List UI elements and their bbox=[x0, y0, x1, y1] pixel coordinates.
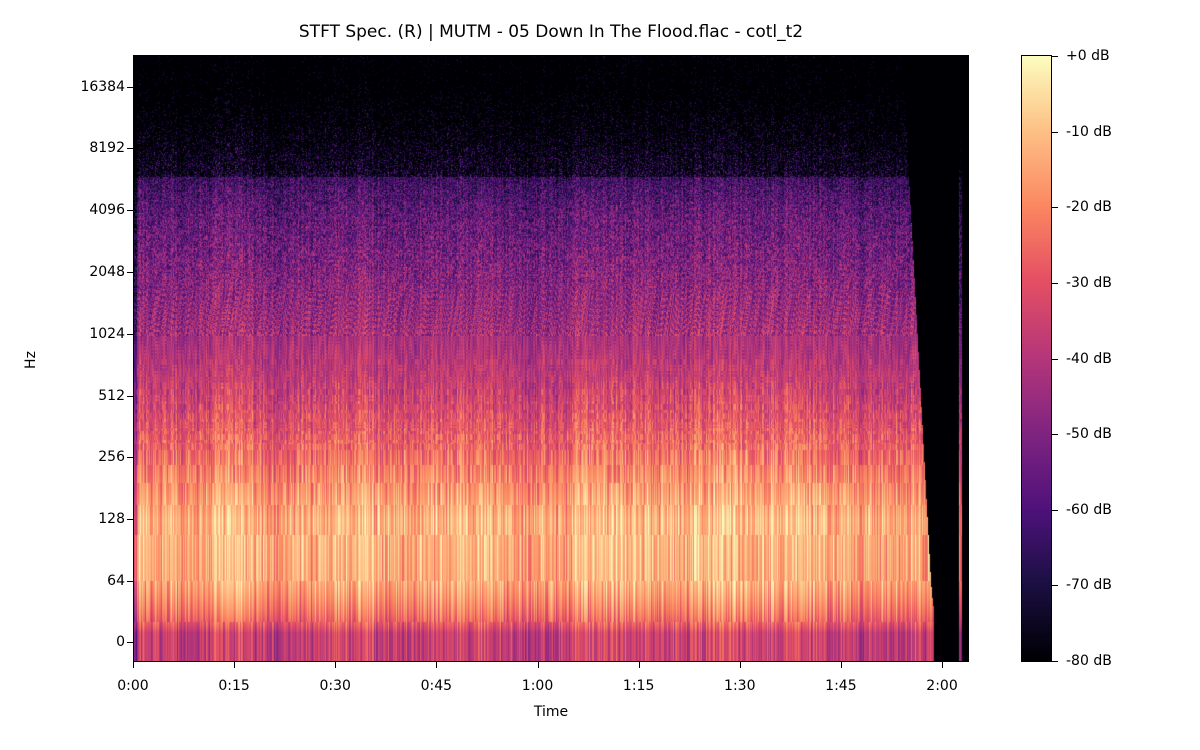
y-axis-label: Hz bbox=[22, 351, 39, 369]
y-tick-label: 0 bbox=[116, 634, 125, 650]
x-tick-label: 2:00 bbox=[926, 678, 958, 694]
y-tick-mark bbox=[127, 581, 133, 582]
x-tick-mark bbox=[638, 662, 640, 668]
y-tick-mark bbox=[127, 395, 133, 397]
colorbar-tick-label: +0 dB bbox=[1066, 48, 1110, 64]
y-tick-mark bbox=[127, 519, 133, 521]
x-tick-label: 0:00 bbox=[117, 678, 149, 694]
colorbar-tick-mark bbox=[1052, 509, 1058, 511]
x-tick-mark bbox=[234, 662, 236, 668]
y-tick-label: 512 bbox=[98, 387, 125, 404]
spectrogram-plot-area bbox=[133, 55, 969, 662]
y-tick-mark bbox=[127, 457, 133, 459]
y-tick-mark bbox=[127, 272, 133, 273]
colorbar bbox=[1021, 55, 1052, 662]
x-tick-mark bbox=[436, 662, 438, 668]
x-tick-label: 1:30 bbox=[724, 678, 756, 694]
colorbar-tick-mark bbox=[1052, 131, 1058, 133]
y-tick-mark bbox=[127, 642, 133, 643]
y-tick-mark bbox=[127, 210, 133, 212]
colorbar-tick-mark bbox=[1052, 282, 1058, 284]
x-tick-label: 1:00 bbox=[521, 678, 554, 694]
colorbar-tick-mark bbox=[1052, 585, 1058, 587]
colorbar-tick-label: -50 dB bbox=[1066, 426, 1112, 443]
chart-title: STFT Spec. (R) | MUTM - 05 Down In The F… bbox=[298, 22, 804, 42]
colorbar-tick-mark bbox=[1052, 56, 1058, 57]
x-tick-mark bbox=[739, 662, 741, 668]
x-tick-label: 0:30 bbox=[319, 678, 351, 694]
x-tick-mark bbox=[840, 662, 842, 668]
colorbar-tick-mark bbox=[1052, 661, 1058, 662]
y-tick-mark bbox=[127, 333, 133, 335]
y-tick-label: 2048 bbox=[89, 264, 125, 280]
x-tick-label: 1:45 bbox=[825, 678, 857, 694]
x-axis-label: Time bbox=[533, 704, 569, 720]
y-tick-label: 64 bbox=[107, 573, 125, 589]
x-tick-mark bbox=[942, 662, 944, 668]
x-tick-label: 1:15 bbox=[622, 678, 655, 694]
x-tick-label: 0:45 bbox=[420, 678, 453, 694]
x-tick-mark bbox=[133, 662, 134, 668]
y-tick-label: 4096 bbox=[89, 202, 125, 219]
y-tick-label: 16384 bbox=[80, 78, 125, 95]
colorbar-tick-mark bbox=[1052, 358, 1058, 360]
colorbar-tick-label: -30 dB bbox=[1066, 274, 1112, 291]
colorbar-tick-label: -20 dB bbox=[1066, 199, 1112, 216]
colorbar-tick-label: -10 dB bbox=[1066, 123, 1112, 140]
colorbar-tick-label: -40 dB bbox=[1066, 350, 1112, 367]
x-tick-mark bbox=[335, 662, 337, 668]
x-tick-mark bbox=[537, 662, 539, 668]
colorbar-tick-label: -80 dB bbox=[1066, 653, 1112, 669]
colorbar-tick-mark bbox=[1052, 207, 1058, 209]
spectrogram-heatmap bbox=[134, 56, 968, 661]
y-tick-label: 1024 bbox=[89, 325, 125, 342]
y-tick-label: 8192 bbox=[89, 140, 125, 157]
colorbar-tick-mark bbox=[1052, 434, 1058, 436]
y-tick-label: 256 bbox=[98, 449, 125, 466]
colorbar-tick-label: -60 dB bbox=[1066, 501, 1112, 518]
colorbar-tick-label: -70 dB bbox=[1066, 577, 1112, 594]
y-tick-mark bbox=[127, 148, 133, 150]
x-tick-label: 0:15 bbox=[218, 678, 250, 694]
y-tick-label: 128 bbox=[98, 511, 125, 528]
y-tick-mark bbox=[127, 86, 133, 88]
